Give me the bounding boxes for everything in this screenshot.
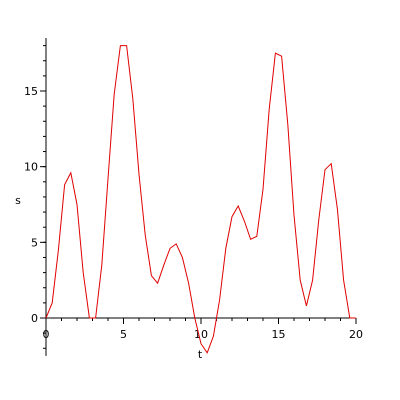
x-tick-label: 10 bbox=[194, 328, 208, 341]
x-tick-label: 20 bbox=[349, 328, 363, 341]
x-axis-label: t bbox=[198, 348, 203, 361]
x-tick-label: 5 bbox=[120, 328, 127, 341]
y-tick-label: 0 bbox=[31, 312, 38, 325]
x-tick-label: 15 bbox=[272, 328, 286, 341]
y-tick-label: 15 bbox=[24, 85, 38, 98]
y-axis-label: s bbox=[15, 194, 21, 207]
series-layer bbox=[45, 45, 356, 354]
axes: 0 5 10 15 20 0 5 10 15 bbox=[24, 38, 363, 356]
series-line bbox=[45, 45, 356, 354]
x-tick-label: 0 bbox=[43, 328, 50, 341]
y-tick-label: 5 bbox=[31, 236, 38, 249]
y-tick-label: 10 bbox=[24, 161, 38, 174]
